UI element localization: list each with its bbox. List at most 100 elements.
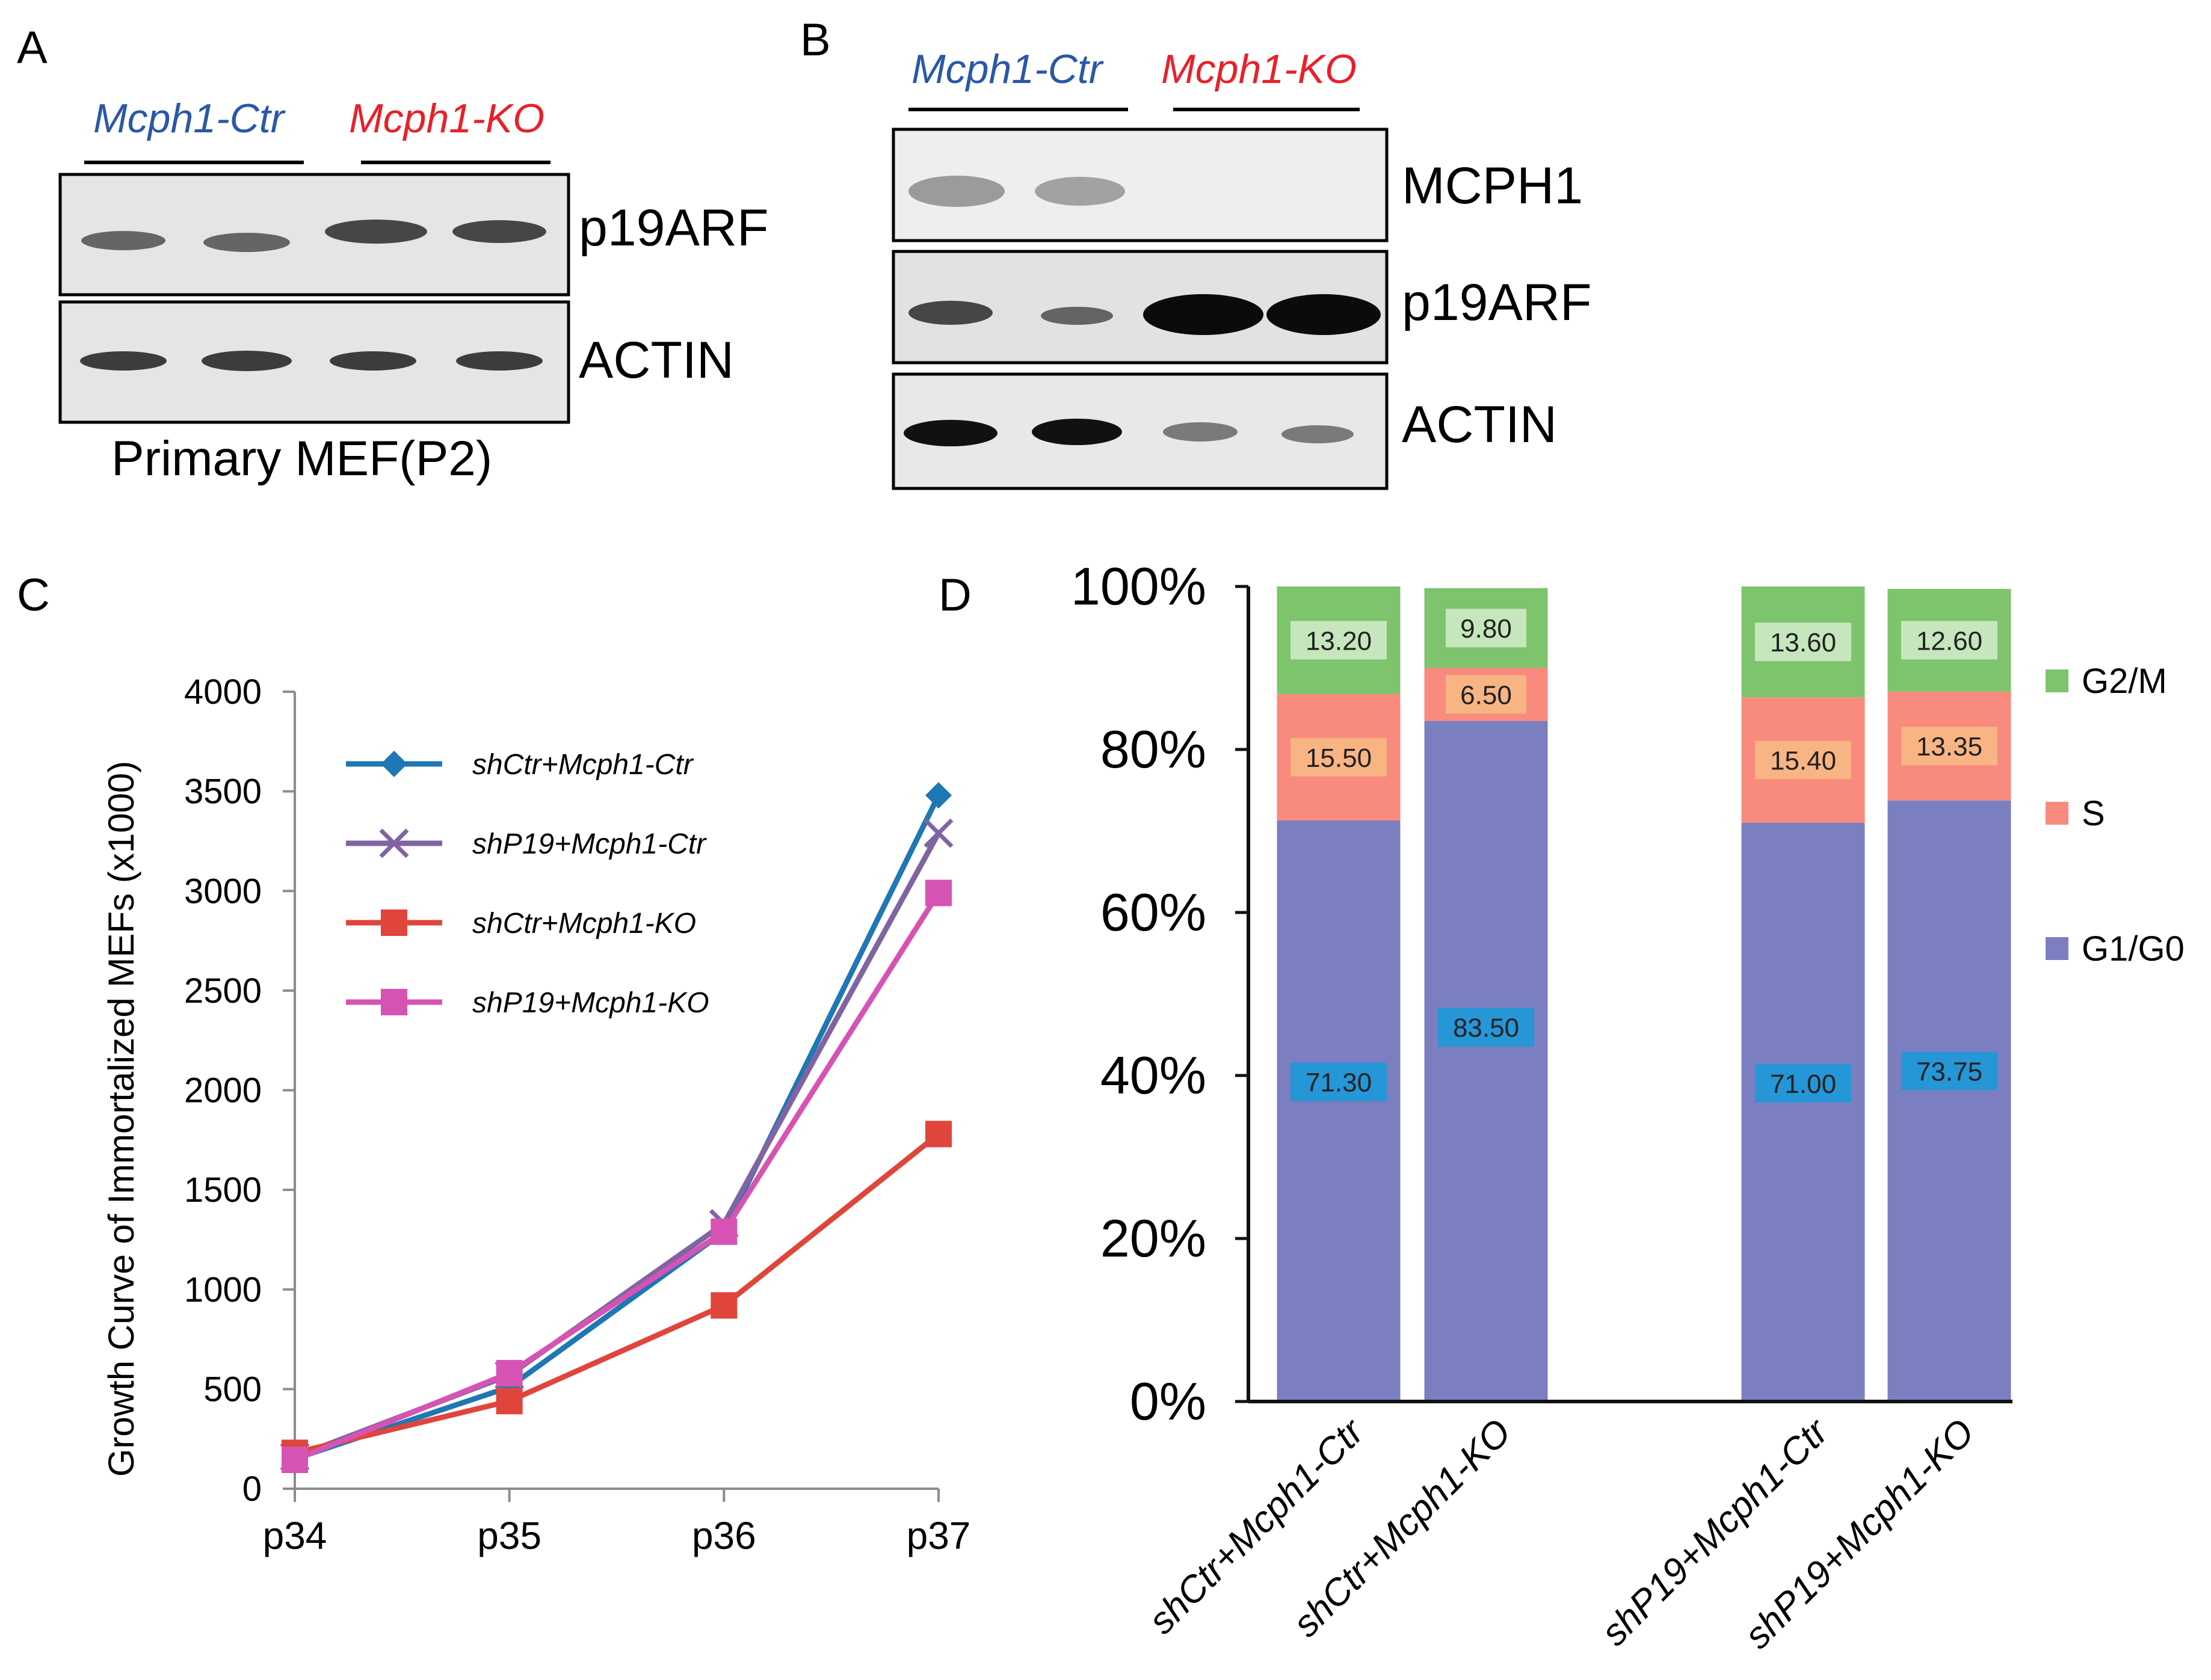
legend-swatch-marker xyxy=(381,909,407,936)
bar-data-label-box xyxy=(1901,621,1997,660)
bar-data-label: 12.60 xyxy=(1916,626,1982,656)
bar-chart-y-ticks: 0% 20% 40% 60% 80% 100% xyxy=(1071,556,1248,1431)
bar-segment xyxy=(1741,822,1865,1402)
line-chart-point xyxy=(496,1359,523,1386)
line-chart-y-tick-label: 2000 xyxy=(184,1071,262,1110)
panel-b-blot-actin xyxy=(892,372,1389,490)
legend-swatch-marker xyxy=(379,828,409,858)
panel-c-label: C xyxy=(17,570,50,621)
bar-segment xyxy=(1887,800,2011,1402)
bar-data-label: 13.60 xyxy=(1770,628,1836,657)
bar-legend-swatch xyxy=(2046,937,2068,960)
bar-data-label-box xyxy=(1446,675,1526,714)
line-chart-x-tick-label: p34 xyxy=(263,1514,327,1557)
bar-chart-bars: 71.30 15.50 13.20 83.50 6.50 9.80 71.00 15.40 13… xyxy=(1277,586,2011,1402)
bar-data-label-box xyxy=(1755,623,1851,662)
panel-a-group-ko: Mcph1-KO xyxy=(349,96,544,141)
line-chart-point xyxy=(711,1218,738,1245)
bar-data-label-box xyxy=(1755,1063,1851,1103)
line-chart-y-tick-label: 3500 xyxy=(184,772,262,811)
line-chart-series-line xyxy=(294,891,941,1463)
panel-a-blot-actin xyxy=(58,300,570,424)
bar-data-label: 83.50 xyxy=(1453,1014,1519,1043)
bar-legend-swatch xyxy=(2046,669,2068,692)
bar-legend-label: G1/G0 xyxy=(2082,929,2185,968)
legend-swatch-marker xyxy=(381,751,407,777)
bar-chart-axes xyxy=(1247,586,2012,1403)
line-chart-point xyxy=(925,782,952,809)
bar-legend-label: S xyxy=(2082,794,2105,833)
legend-swatch-marker xyxy=(381,989,407,1015)
panel-b-blot-p19arf xyxy=(892,250,1389,365)
line-chart-x-tick-label: p37 xyxy=(907,1514,971,1557)
bar-data-label: 13.20 xyxy=(1306,626,1372,656)
panel-b-blot-mcph1 xyxy=(892,128,1389,242)
bar-data-label-box xyxy=(1901,727,1997,766)
bar-chart-y-tick-label: 80% xyxy=(1100,719,1206,779)
bar-chart-y-tick-label: 100% xyxy=(1071,556,1206,616)
line-chart-x-ticks: p34 p35 p36 p37 xyxy=(263,1489,971,1557)
bar-data-label: 71.30 xyxy=(1306,1068,1372,1098)
legend-label: shP19+Mcph1-KO xyxy=(472,987,709,1019)
legend-label: shCtr+Mcph1-Ctr xyxy=(472,749,694,781)
line-chart-y-tick-label: 0 xyxy=(242,1469,262,1509)
bar-chart-y-tick-label: 60% xyxy=(1100,882,1206,942)
panel-c: C Growth Curve of Immortalized MEFs (x10… xyxy=(17,570,970,1557)
panel-b-group-ko: Mcph1-KO xyxy=(1161,46,1357,92)
line-chart-series-line xyxy=(294,1131,940,1456)
line-chart-y-tick-label: 500 xyxy=(203,1370,262,1409)
panel-a-label: A xyxy=(17,22,48,73)
bar-data-label: 6.50 xyxy=(1460,681,1512,710)
line-chart-point xyxy=(924,818,954,848)
line-chart-point xyxy=(925,879,952,906)
line-chart-y-tick-label: 3000 xyxy=(184,872,262,911)
line-chart-point xyxy=(282,1446,308,1473)
panel-b-blot-label-actin: ACTIN xyxy=(1402,396,1557,454)
panel-a-blot-p19arf xyxy=(58,173,570,297)
bar-chart-legend: G2/M S G1/G0 xyxy=(2046,662,2185,968)
line-chart-series-line xyxy=(294,794,942,1462)
bar-legend-label: G2/M xyxy=(2082,662,2167,701)
panel-d-label: D xyxy=(939,570,972,621)
bar-legend-swatch xyxy=(2046,802,2068,825)
bar-chart-y-tick-label: 0% xyxy=(1130,1371,1206,1431)
bar-data-label-box xyxy=(1901,1051,1997,1091)
bar-chart-y-tick-label: 20% xyxy=(1100,1208,1206,1268)
panel-d: D 0% 20% 40% 60% 80% 100% 71.30 15.50 13.20 83.5… xyxy=(939,556,2185,1657)
line-chart-y-tick-label: 2500 xyxy=(184,971,262,1011)
line-chart-y-axis-title: Growth Curve of Immortalized MEFs (x1000… xyxy=(101,761,141,1477)
line-chart-x-tick-label: p35 xyxy=(477,1514,541,1557)
line-chart-y-tick-label: 1000 xyxy=(184,1270,262,1309)
bar-segment xyxy=(1424,721,1548,1402)
bar-data-label: 15.50 xyxy=(1306,743,1372,773)
panel-a-caption: Primary MEF(P2) xyxy=(111,431,492,486)
bar-data-label: 13.35 xyxy=(1916,732,1982,762)
line-chart-axes xyxy=(294,692,939,1490)
line-chart-y-tick-label: 1500 xyxy=(184,1171,262,1210)
panel-a-group-ctr: Mcph1-Ctr xyxy=(93,96,286,141)
line-chart-y-ticks: 0 500 1000 1500 2000 2500 3000 3500 4000 xyxy=(184,672,295,1509)
line-chart-series xyxy=(280,782,954,1473)
bar-data-label: 15.40 xyxy=(1770,746,1836,776)
line-chart-y-tick-label: 4000 xyxy=(184,672,262,712)
panel-a-blot-label-p19arf: p19ARF xyxy=(579,199,769,257)
panel-a: A Mcph1-Ctr Mcph1-KO p19ARF ACTIN Primar… xyxy=(17,22,769,486)
panel-b-group-ctr: Mcph1-Ctr xyxy=(911,46,1104,92)
line-chart-point xyxy=(925,1121,952,1148)
line-chart-point xyxy=(496,1388,523,1415)
line-chart-legend: shCtr+Mcph1-Ctr shP19+Mcph1-Ctr shCtr+Mcph… xyxy=(346,749,709,1019)
bar-segment xyxy=(1277,820,1401,1402)
legend-label: shP19+Mcph1-Ctr xyxy=(472,828,707,860)
bar-chart-y-tick-label: 40% xyxy=(1100,1045,1206,1105)
bar-data-label-box xyxy=(1438,1008,1534,1047)
line-chart-point xyxy=(711,1292,738,1319)
bar-data-label-box xyxy=(1446,609,1526,648)
bar-data-label: 73.75 xyxy=(1916,1057,1982,1086)
bar-data-label-box xyxy=(1755,740,1851,780)
bar-data-label-box xyxy=(1291,737,1387,777)
panel-b-label: B xyxy=(800,14,831,66)
bar-data-label-box xyxy=(1291,621,1387,660)
line-chart-x-tick-label: p36 xyxy=(692,1514,756,1557)
